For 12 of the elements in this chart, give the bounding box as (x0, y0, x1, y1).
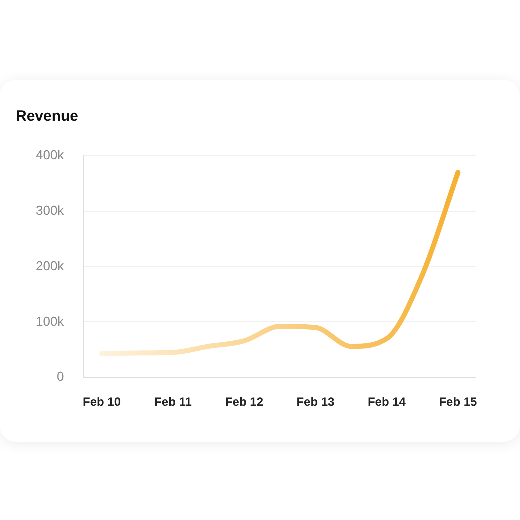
y-tick-label: 100k (36, 314, 65, 329)
x-tick-label: Feb 15 (439, 395, 478, 410)
x-tick-label: Feb 11 (154, 395, 192, 410)
y-tick-label: 200k (36, 258, 65, 274)
y-tick-label: 400k (36, 148, 65, 163)
y-tick-label: 0 (56, 369, 64, 384)
x-tick-label: Feb 10 (82, 395, 122, 410)
y-tick-label: 300k (36, 202, 65, 218)
x-tick-label: Feb 13 (296, 395, 336, 410)
x-tick-label: Feb 12 (225, 395, 264, 410)
x-tick-label: Feb 14 (368, 395, 406, 410)
chart-title: Revenue (16, 108, 79, 126)
